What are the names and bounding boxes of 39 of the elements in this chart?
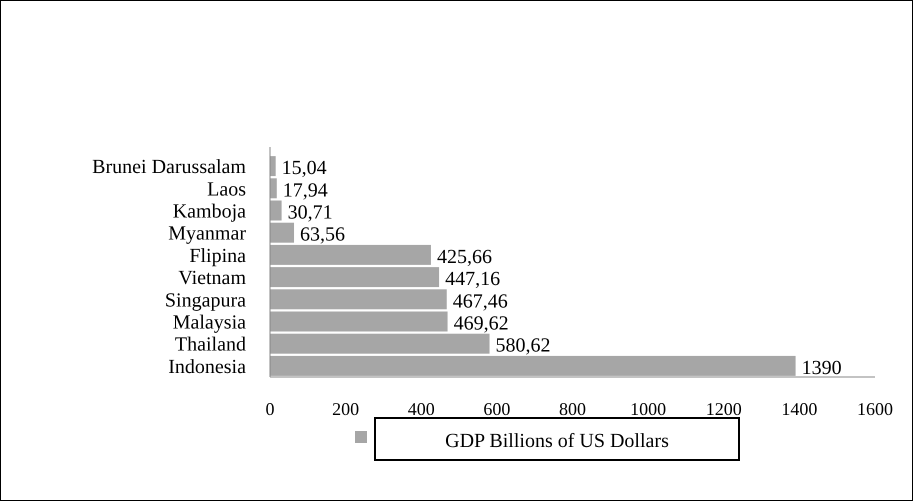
data-label: 30,71 <box>288 202 333 224</box>
data-label: 447,16 <box>445 268 500 290</box>
text: GDP Billions of US Dollars <box>445 430 670 452</box>
bar <box>270 356 796 376</box>
data-label: 425,66 <box>436 246 492 268</box>
y-tick-label: Brunei Darussalam <box>92 156 246 178</box>
x-tick-label: 200 <box>332 399 360 419</box>
y-tick-label: Vietnam <box>178 267 246 290</box>
x-tick-label: 1400 <box>781 399 818 419</box>
y-tick-label: Indonesia <box>168 356 246 378</box>
y-tick-label: Kamboja <box>172 200 246 222</box>
bar <box>270 178 277 198</box>
data-label: 15,04 <box>282 157 327 180</box>
bar <box>270 222 294 243</box>
x-tick-label: 400 <box>408 399 435 419</box>
bar <box>270 334 490 354</box>
bar <box>270 312 448 332</box>
y-tick-label: Thailand <box>174 334 246 356</box>
bar <box>270 289 447 310</box>
bar <box>270 267 440 288</box>
x-tick-label: 800 <box>559 399 586 419</box>
data-label: 63,56 <box>300 224 346 246</box>
x-tick-label: 600 <box>483 399 510 419</box>
x-tick-label: 1600 <box>857 399 893 419</box>
data-label: 17,94 <box>282 179 328 202</box>
y-tick-label: Singapura <box>164 289 246 312</box>
data-label: 1390 <box>802 356 842 379</box>
x-tick-label: 0 <box>266 399 274 419</box>
data-label: 580,62 <box>496 334 551 357</box>
bar <box>270 244 431 265</box>
data-label: 467,46 <box>452 290 508 312</box>
y-tick-label: Flipina <box>189 244 246 267</box>
bar <box>270 200 282 220</box>
x-tick-label: 1000 <box>630 399 666 419</box>
x-tick-label: 1200 <box>706 399 742 419</box>
y-tick-label: Myanmar <box>168 222 246 245</box>
y-tick-label: Malaysia <box>172 312 246 334</box>
y-tick-label: Laos <box>207 178 246 200</box>
data-label: 469,62 <box>454 312 509 334</box>
